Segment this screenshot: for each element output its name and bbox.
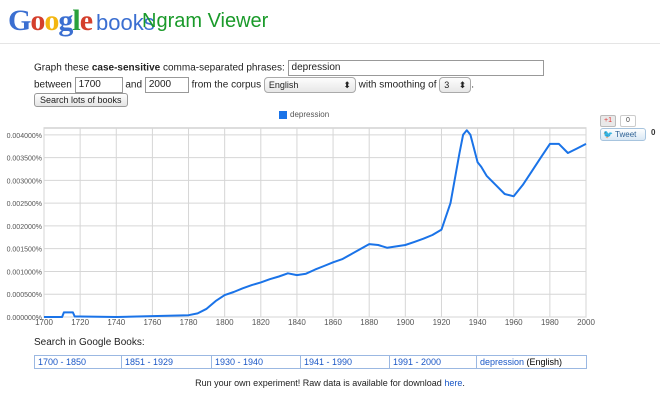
term-cell: depression (English) (476, 355, 587, 369)
years-row: between 1700 and 2000 from the corpus En… (34, 77, 474, 93)
logo-letter: o (30, 4, 45, 37)
y-tick-label: 0.000000% (7, 315, 42, 322)
footer-text: Run your own experiment! Raw data is ava… (195, 378, 442, 388)
legend-label: depression (290, 110, 330, 119)
term-link[interactable]: depression (480, 357, 525, 367)
logo-letter: e (79, 4, 93, 37)
download-link[interactable]: here (444, 378, 463, 388)
corpus-label: from the corpus (191, 79, 262, 91)
select-arrows-icon: ⬍ (343, 80, 351, 90)
x-tick-label: 1980 (541, 318, 559, 327)
tweet-count: 0 (651, 128, 656, 137)
corpus-select[interactable]: English ⬍ (263, 77, 356, 93)
tweet-label: Tweet (615, 130, 637, 139)
phrases-row: Graph these case-sensitive comma-separat… (34, 60, 544, 76)
x-tick-label: 2000 (577, 318, 595, 327)
select-arrows-icon: ⬍ (458, 80, 467, 90)
x-tick-label: 1780 (180, 318, 198, 327)
y-tick-label: 0.001500% (7, 247, 42, 254)
tweet-button[interactable]: 🐦 Tweet (600, 128, 646, 141)
y-tick-label: 0.004000% (7, 133, 42, 140)
y-tick-label: 0.003500% (7, 156, 42, 163)
y-tick-label: 0.002500% (7, 201, 42, 208)
plot-frame (43, 127, 587, 318)
y-tick-label: 0.002000% (7, 224, 42, 231)
phrases-label-bold: case-sensitive (91, 62, 161, 74)
smoothing-label: with smoothing of (358, 79, 437, 91)
search-lots-button[interactable]: Search lots of books (34, 93, 128, 107)
logo-letter: G (8, 4, 31, 37)
x-tick-label: 1880 (360, 318, 378, 327)
gplus-count: 0 (620, 115, 636, 127)
x-tick-label: 1720 (71, 318, 89, 327)
header-divider (0, 43, 660, 44)
phrases-input[interactable]: depression (287, 60, 544, 76)
phrases-label-prefix: Graph these (34, 62, 90, 74)
logo-letter: o (44, 4, 59, 37)
x-tick-label: 1920 (433, 318, 451, 327)
range-link[interactable]: 1941 - 1990 (300, 355, 390, 369)
series-line-depression (44, 129, 587, 318)
x-tick-label: 1800 (216, 318, 234, 327)
x-tick-label: 1740 (107, 318, 125, 327)
gplus-button[interactable]: +1 (600, 115, 616, 127)
x-tick-label: 1760 (144, 318, 162, 327)
legend-swatch (279, 110, 287, 119)
ngram-chart: 0.000000% 0.000500% 0.001000% 0.001500% 0.00… (7, 127, 595, 327)
x-tick-label: 1820 (252, 318, 270, 327)
x-tick-label: 1700 (35, 318, 53, 327)
y-tick-label: 0.001000% (7, 269, 42, 276)
range-link[interactable]: 1930 - 1940 (211, 355, 301, 369)
x-tick-label: 1960 (505, 318, 523, 327)
logo-letter: l (72, 4, 80, 37)
x-tick-label: 1840 (288, 318, 306, 327)
year-end-input[interactable]: 2000 (144, 77, 189, 93)
footer: Run your own experiment! Raw data is ava… (195, 378, 465, 388)
year-start-input[interactable]: 1700 (74, 77, 123, 93)
and-label: and (125, 79, 143, 91)
chart-legend: depression (279, 110, 329, 119)
x-tick-label: 1860 (324, 318, 342, 327)
logo-letter: g (58, 4, 73, 37)
y-tick-label: 0.000500% (7, 292, 42, 299)
phrases-label-suffix: comma-separated phrases: (163, 62, 285, 74)
between-label: between (34, 79, 72, 91)
search-lots-row: Search lots of books (34, 93, 128, 107)
books-wordmark: books (96, 10, 155, 35)
corpus-value: English (268, 80, 299, 90)
y-tick-label: 0.003000% (7, 178, 42, 185)
twitter-bird-icon: 🐦 (603, 130, 613, 139)
google-wordmark: Google (8, 4, 93, 37)
smoothing-value: 3 (444, 80, 450, 90)
search-in-label: Search in Google Books: (34, 337, 145, 348)
x-tick-label: 1900 (396, 318, 414, 327)
range-link[interactable]: 1851 - 1929 (121, 355, 212, 369)
page-title: Ngram Viewer (142, 10, 269, 32)
range-link[interactable]: 1991 - 2000 (389, 355, 477, 369)
smoothing-select[interactable]: 3 ⬍ (439, 77, 472, 93)
x-tick-label: 1940 (469, 318, 487, 327)
google-books-logo[interactable]: Google books (8, 4, 155, 38)
range-links-table: 1700 - 1850 1851 - 1929 1930 - 1940 1941… (34, 355, 587, 369)
term-language: (English) (526, 357, 563, 367)
range-link[interactable]: 1700 - 1850 (34, 355, 122, 369)
